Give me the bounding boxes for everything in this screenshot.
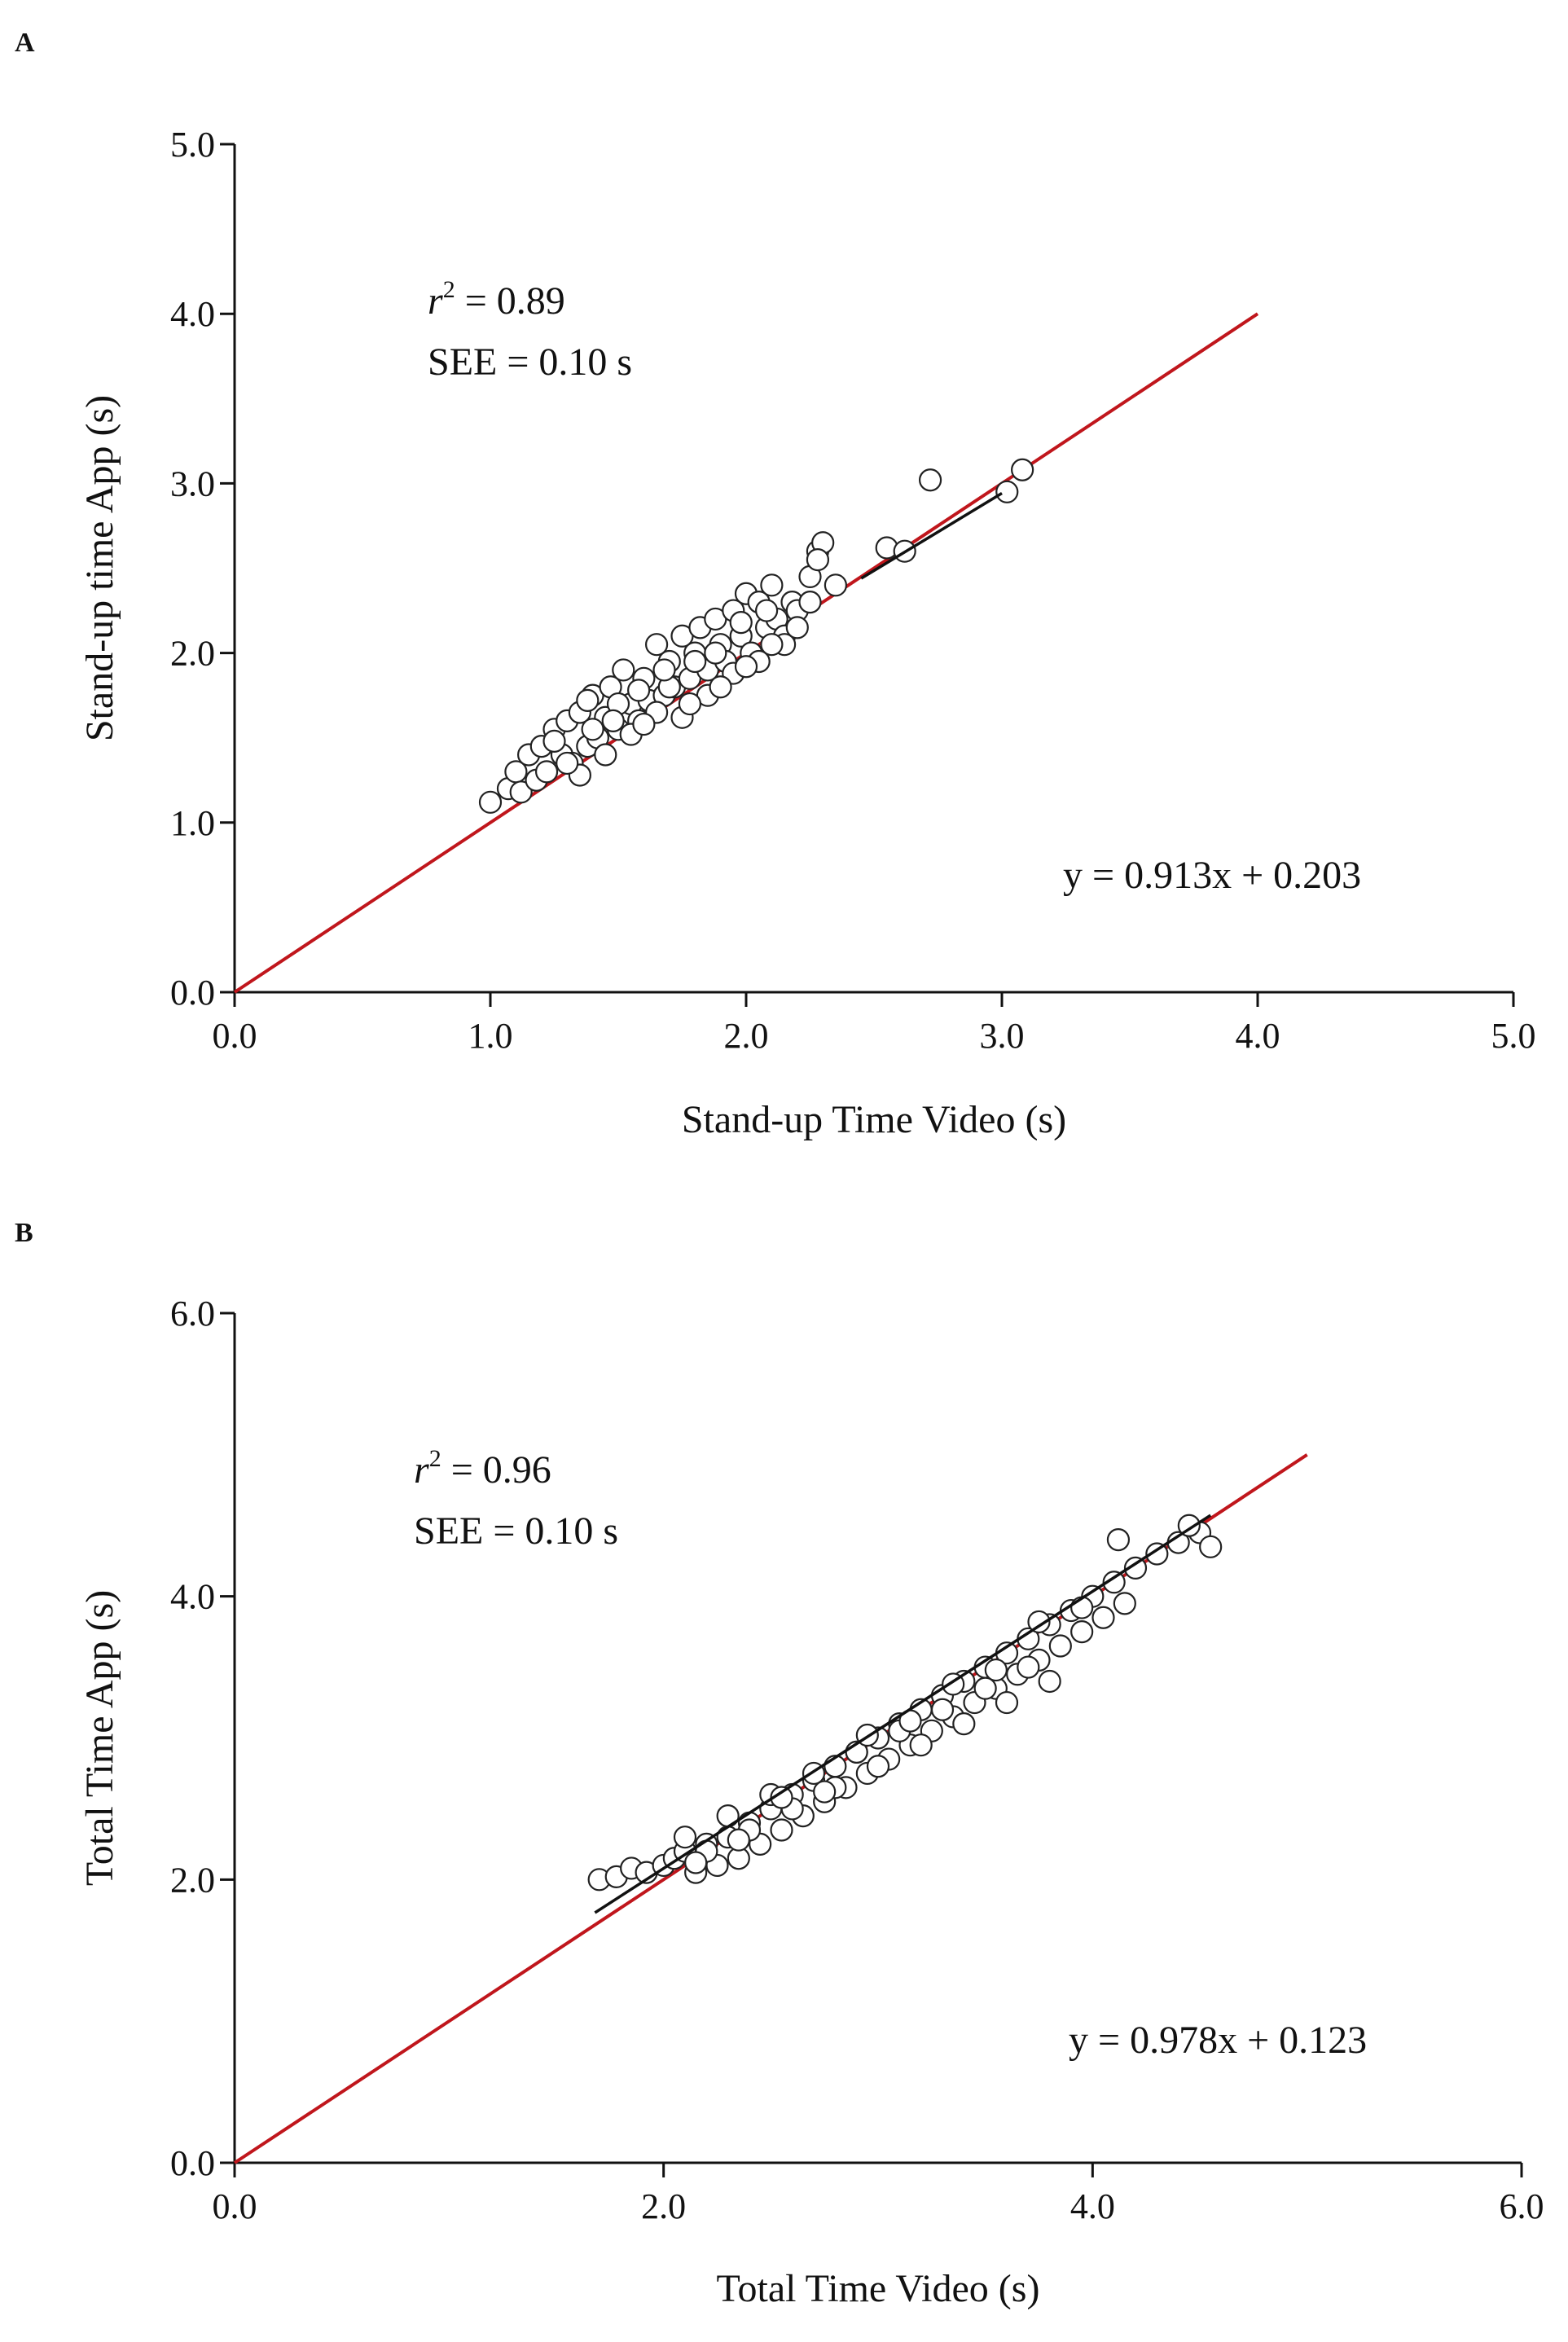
panel-label-b: B <box>15 1218 33 1248</box>
data-point <box>770 1818 793 1842</box>
data-point <box>683 649 707 674</box>
x-tick-label: 6.0 <box>1500 2186 1544 2226</box>
panel-label-a: A <box>15 28 35 58</box>
y-tick-label: 0.0 <box>170 973 215 1013</box>
regression-line <box>594 1514 1212 1914</box>
see-annotation: SEE = 0.10 s <box>428 341 632 384</box>
y-tick-label: 5.0 <box>170 125 215 165</box>
data-point <box>727 1828 750 1852</box>
regression-equation: y = 0.913x + 0.203 <box>1063 854 1361 897</box>
data-point <box>556 751 579 776</box>
data-point <box>918 468 942 492</box>
data-point <box>824 573 848 597</box>
y-tick-label: 4.0 <box>170 294 215 334</box>
data-point <box>995 1690 1019 1715</box>
data-point <box>644 633 669 657</box>
x-axis-title: Stand-up Time Video (s) <box>682 1098 1066 1141</box>
regression-line <box>860 491 1003 580</box>
data-point <box>1091 1606 1115 1629</box>
data-point <box>704 641 727 665</box>
data-point <box>1070 1596 1094 1619</box>
data-point <box>1102 1571 1126 1594</box>
y-tick-label: 6.0 <box>170 1294 215 1334</box>
data-point <box>542 729 566 753</box>
data-point <box>952 1712 976 1736</box>
x-tick-label: 0.0 <box>213 1016 257 1056</box>
data-point <box>1027 1610 1051 1634</box>
y-tick-label: 3.0 <box>170 464 215 503</box>
data-point <box>509 780 533 804</box>
x-tick-label: 1.0 <box>468 1016 513 1056</box>
data-point <box>1070 1620 1094 1644</box>
y-tick-label: 1.0 <box>170 803 215 843</box>
see-annotation: SEE = 0.10 s <box>414 1509 618 1553</box>
data-point <box>1199 1535 1223 1558</box>
data-point <box>534 760 559 784</box>
data-point <box>1048 1634 1072 1658</box>
y-axis-title: Total Time App (s) <box>78 1590 121 1886</box>
data-point <box>909 1733 933 1757</box>
data-point <box>785 616 809 639</box>
r-squared-annotation: r2 = 0.89 <box>428 276 565 323</box>
data-point <box>995 480 1019 503</box>
regression-equation: y = 0.978x + 0.123 <box>1069 2019 1367 2062</box>
data-point <box>760 633 784 657</box>
data-point <box>760 573 784 597</box>
y-tick-label: 0.0 <box>170 2143 215 2183</box>
data-point <box>806 547 830 572</box>
data-point <box>1011 458 1034 481</box>
x-tick-label: 4.0 <box>1070 2186 1115 2226</box>
data-point <box>1017 1655 1040 1679</box>
data-point <box>984 1658 1008 1682</box>
data-point <box>576 688 600 712</box>
x-tick-label: 5.0 <box>1491 1016 1536 1056</box>
x-tick-label: 0.0 <box>213 2186 257 2226</box>
y-tick-label: 2.0 <box>170 1860 215 1900</box>
y-axis-title: Stand-up time App (s) <box>78 395 121 741</box>
data-point <box>1123 1556 1148 1580</box>
data-point <box>581 718 604 741</box>
x-tick-label: 2.0 <box>724 1016 769 1056</box>
y-tick-label: 4.0 <box>170 1577 215 1617</box>
x-tick-label: 3.0 <box>980 1016 1025 1056</box>
data-point <box>632 712 656 736</box>
data-point <box>612 658 635 682</box>
x-tick-label: 2.0 <box>641 2186 686 2226</box>
data-point <box>709 675 732 699</box>
chart-panel-b: 0.0 2.0 4.0 6.0 0.0 2.0 4.0 6.0 Total Time Video… <box>78 1294 1544 2310</box>
r-squared-annotation: r2 = 0.96 <box>414 1445 551 1492</box>
data-point <box>594 743 617 767</box>
data-point <box>652 658 676 682</box>
data-point <box>1113 1592 1136 1615</box>
data-point <box>678 692 702 716</box>
data-point <box>673 1826 697 1849</box>
data-point <box>1106 1528 1131 1552</box>
data-point <box>684 1851 708 1874</box>
data-point <box>866 1755 890 1778</box>
chart-panel-a: 0.0 1.0 2.0 3.0 4.0 5.0 0.0 1.0 2.0 3.0 4.0 5.0 Stan… <box>78 125 1536 1141</box>
data-point <box>601 709 625 732</box>
data-point <box>734 655 758 679</box>
data-point <box>478 790 503 814</box>
data-point <box>973 1676 997 1700</box>
data-point <box>755 599 779 622</box>
data-point <box>930 1698 955 1721</box>
data-point <box>627 679 651 702</box>
data-point <box>729 611 753 635</box>
y-tick-label: 2.0 <box>170 634 215 674</box>
data-point <box>1038 1669 1061 1694</box>
x-axis-title: Total Time Video (s) <box>717 2267 1040 2310</box>
data-point <box>798 591 822 614</box>
x-tick-label: 4.0 <box>1236 1016 1280 1056</box>
data-point <box>1145 1542 1169 1566</box>
data-point <box>813 1780 837 1804</box>
